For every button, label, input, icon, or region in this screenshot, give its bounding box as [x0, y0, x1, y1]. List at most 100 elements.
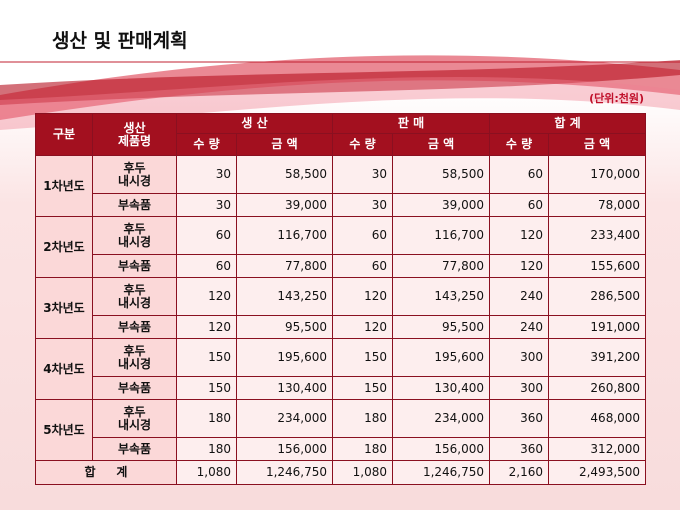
cell-text: 77,800 [285, 258, 328, 273]
table-cell: 156,000 [235, 437, 334, 461]
cell-text: 143,250 [277, 289, 328, 303]
cell-text: 150 [208, 350, 231, 364]
table-cell: 4차년도 [35, 338, 93, 400]
cell-text: 155,600 [590, 258, 641, 273]
cell-text: 30 [215, 167, 231, 181]
table-cell: 95,500 [392, 315, 491, 339]
cell-text: 후두 [123, 160, 146, 175]
table-cell: 360 [489, 437, 550, 461]
table-cell: 120 [176, 315, 237, 339]
table-cell: 120 [489, 216, 550, 255]
cell-text: 360 [520, 411, 544, 425]
table-cell: 391,200 [548, 338, 647, 377]
table-cell: 수 량 [332, 133, 394, 156]
cell-text: 170,000 [590, 167, 641, 181]
table-cell: 60 [332, 216, 394, 255]
cell-text: 5차년도 [43, 422, 85, 437]
table-cell: 130,400 [235, 376, 334, 400]
table-cell: 58,500 [235, 155, 334, 194]
table-cell: 30 [176, 193, 237, 217]
cell-text: 180 [208, 411, 231, 425]
unit-note: (단위:천원) [589, 92, 644, 105]
cell-text: 제품명 [117, 133, 152, 148]
cell-text: 내시경 [117, 356, 152, 371]
table-cell: 30 [332, 155, 394, 194]
table-cell: 부속품 [92, 437, 177, 461]
table-cell: 170,000 [548, 155, 647, 194]
cell-text: 391,200 [590, 350, 641, 364]
cell-text: 판 매 [397, 116, 425, 130]
table-cell: 구분 [35, 113, 93, 156]
cell-text: 312,000 [590, 441, 641, 456]
table-cell: 수 량 [176, 133, 237, 156]
table-cell: 5차년도 [35, 399, 93, 461]
table-cell: 수 량 [489, 133, 550, 156]
table-cell: 150 [332, 376, 394, 400]
cell-text: 233,400 [590, 228, 641, 242]
cell-text: 수 량 [349, 137, 376, 151]
cell-text: 240 [520, 319, 544, 334]
table-cell: 300 [489, 338, 550, 377]
cell-text: 구분 [52, 127, 76, 141]
table-cell: 부속품 [92, 315, 177, 339]
cell-text: 260,800 [590, 380, 641, 395]
table-row: 구분 생산 제품명 생 산 판 매 합 계 [35, 113, 647, 156]
table-row: 2차년도 후두 내시경 60 116,700 60 116,700 120 233,400 [35, 216, 647, 278]
cell-text: 후두 [123, 404, 146, 419]
cell-text: 내시경 [117, 417, 152, 432]
cell-text: 120 [364, 319, 388, 334]
cell-text: 95,500 [285, 319, 328, 334]
cell-text: 부속품 [117, 319, 152, 334]
table-cell: 판 매 [332, 113, 491, 134]
table-cell: 240 [489, 315, 550, 339]
table-cell: 155,600 [548, 254, 647, 278]
cell-text: 468,000 [590, 411, 641, 425]
cell-text: 77,800 [442, 258, 485, 273]
table-row: 부속품 120 95,500 120 95,500 240 191,000 [36, 315, 647, 339]
cell-text: 150 [208, 380, 231, 395]
table-cell: 120 [332, 315, 394, 339]
table-cell: 286,500 [548, 277, 647, 316]
cell-text: 60 [527, 197, 544, 212]
cell-text: 부속품 [117, 258, 152, 273]
cell-text: 60 [527, 167, 544, 181]
cell-text: 120 [208, 319, 231, 334]
cell-text: 156,000 [277, 441, 328, 456]
cell-text: 120 [520, 258, 544, 273]
table-cell: 180 [176, 399, 237, 438]
table-cell: 260,800 [548, 376, 647, 400]
cell-text: 150 [364, 350, 388, 364]
cell-text: 300 [520, 350, 544, 364]
cell-text: 120 [520, 228, 544, 242]
cell-text: 234,000 [434, 411, 485, 425]
cell-text: 3차년도 [43, 300, 85, 315]
cell-text: 내시경 [117, 173, 152, 188]
cell-text: 합 계 [554, 116, 581, 130]
table-cell: 60 [176, 216, 237, 255]
table-cell: 60 [176, 254, 237, 278]
table-cell: 195,600 [392, 338, 491, 377]
table-cell: 312,000 [548, 437, 647, 461]
cell-text: 1,080 [196, 465, 231, 479]
table-cell: 120 [332, 277, 394, 316]
table-cell: 234,000 [235, 399, 334, 438]
title: 생산 및 판매계획 [52, 30, 188, 52]
cell-text: 191,000 [590, 319, 641, 334]
cell-text: 58,500 [285, 167, 328, 181]
cell-text: 130,400 [277, 380, 328, 395]
table-row: 4차년도 후두 내시경 150 195,600 150 195,600 300 391,200 [35, 338, 647, 400]
cell-text: 1,246,750 [265, 465, 328, 479]
table-cell: 468,000 [548, 399, 647, 438]
table-row: 부속품 180 156,000 180 156,000 360 312,000 [36, 437, 647, 461]
cell-text: 1,246,750 [422, 465, 485, 479]
cell-text: 내시경 [117, 234, 152, 249]
table-cell: 78,000 [548, 193, 647, 217]
table-cell: 150 [176, 376, 237, 400]
cell-text: 120 [208, 289, 231, 303]
cell-text: 120 [364, 289, 388, 303]
cell-text: 후두 [123, 343, 146, 358]
cell-text: 생 산 [241, 116, 268, 130]
cell-text: 금 액 [427, 137, 455, 151]
cell-text: 후두 [123, 282, 146, 297]
cell-text: 부속품 [117, 197, 152, 212]
